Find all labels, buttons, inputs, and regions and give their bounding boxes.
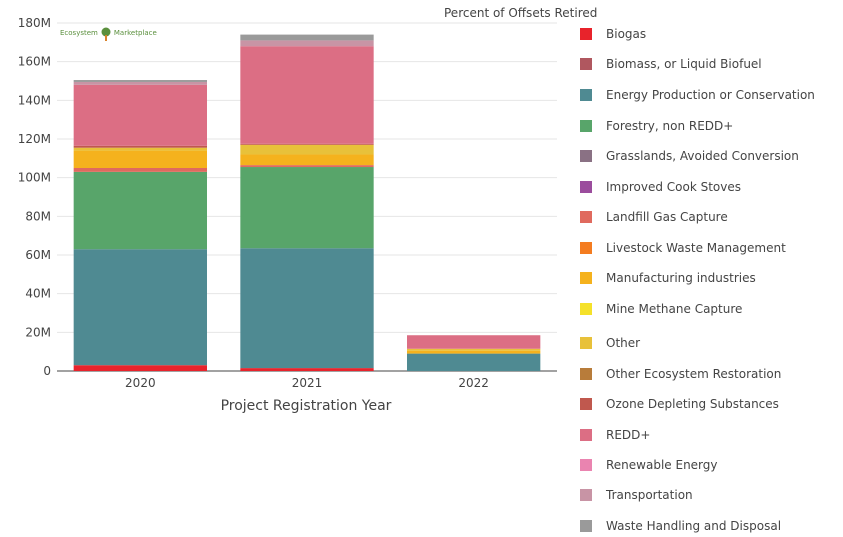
legend-label: Other — [606, 336, 641, 350]
legend-label: Forestry, non REDD+ — [606, 119, 734, 133]
legend-label: Biogas — [606, 27, 647, 41]
legend-item[interactable]: Other — [580, 333, 640, 353]
legend-label: Energy Production or Conservation — [606, 88, 815, 102]
bar-segment — [73, 171, 208, 250]
legend-label: Waste Handling and Disposal — [606, 519, 782, 533]
logo: Ecosystem Marketplace — [60, 22, 157, 44]
legend-label: Biomass, or Liquid Biofuel — [606, 57, 762, 71]
bar-segment — [73, 249, 208, 366]
y-tick-label: 20M — [25, 325, 51, 339]
legend-title: Percent of Offsets Retired — [444, 6, 598, 20]
legend-swatch — [580, 28, 592, 40]
x-tick-label: 2021 — [292, 376, 323, 390]
x-axis: 2020 2021 2022 — [125, 376, 489, 390]
bar-segment — [240, 34, 374, 41]
legend-swatch — [580, 520, 592, 532]
legend-item[interactable]: Other Ecosystem Restoration — [580, 364, 781, 384]
legend-label: Renewable Energy — [606, 458, 718, 472]
legend-swatch — [580, 459, 592, 471]
legend-label: Livestock Waste Management — [606, 241, 786, 255]
legend-item[interactable]: Ozone Depleting Substances — [580, 394, 779, 414]
bar-segment — [73, 145, 208, 148]
legend-swatch — [580, 89, 592, 101]
legend-item[interactable]: Transportation — [580, 485, 693, 505]
legend-item[interactable]: Grasslands, Avoided Conversion — [580, 146, 799, 166]
logo-text-right: Marketplace — [113, 29, 157, 37]
legend-item[interactable]: REDD+ — [580, 425, 650, 445]
bar-segment — [407, 348, 541, 351]
legend-swatch — [580, 58, 592, 70]
legend-label: Manufacturing industries — [606, 271, 756, 285]
legend-swatch — [580, 429, 592, 441]
legend-item[interactable]: Energy Production or Conservation — [580, 85, 815, 105]
y-tick-label: 40M — [25, 287, 51, 301]
y-tick-label: 0 — [43, 364, 51, 378]
legend-label: Grasslands, Avoided Conversion — [606, 149, 799, 163]
legend-item[interactable]: Improved Cook Stoves — [580, 177, 741, 197]
legend-swatch — [580, 303, 592, 315]
bar-segment — [240, 40, 374, 47]
legend-label: Other Ecosystem Restoration — [606, 367, 782, 381]
y-tick-label: 100M — [18, 171, 51, 185]
bar-segment — [407, 350, 541, 354]
legend-swatch — [580, 120, 592, 132]
legend-item[interactable]: Manufacturing industries — [580, 268, 756, 288]
legend-label: Ozone Depleting Substances — [606, 397, 779, 411]
bar-segment — [73, 147, 208, 151]
legend-item[interactable]: Landfill Gas Capture — [580, 207, 728, 227]
legend-swatch — [580, 242, 592, 254]
bar-segment — [73, 80, 208, 82]
bar-segment — [240, 144, 374, 155]
tree-icon — [101, 26, 111, 41]
legend-item[interactable]: Forestry, non REDD+ — [580, 116, 733, 136]
legend-label: Improved Cook Stoves — [606, 180, 741, 194]
bar-segment — [73, 365, 208, 371]
legend-item[interactable]: Livestock Waste Management — [580, 238, 786, 258]
legend-swatch — [580, 489, 592, 501]
y-axis: 0 20M 40M 60M 80M 100M 120M 140M 160M 180M — [18, 16, 51, 378]
bar-segment — [73, 150, 208, 168]
legend-swatch — [580, 398, 592, 410]
legend-item[interactable]: Renewable Energy — [580, 455, 718, 475]
legend-swatch — [580, 211, 592, 223]
bar-segment — [240, 46, 374, 144]
legend-item[interactable]: Biogas — [580, 24, 646, 44]
y-tick-label: 120M — [18, 132, 51, 146]
legend-swatch — [580, 368, 592, 380]
y-tick-label: 180M — [18, 16, 51, 30]
legend-swatch — [580, 272, 592, 284]
legend-label: Mine Methane Capture — [606, 302, 743, 316]
bar-segment — [73, 84, 208, 146]
legend-swatch — [580, 181, 592, 193]
bar-segment — [407, 335, 541, 349]
legend-label: Transportation — [606, 488, 693, 502]
legend-swatch — [580, 150, 592, 162]
logo-text-left: Ecosystem — [60, 29, 98, 37]
bar-segment — [240, 154, 374, 166]
y-tick-label: 140M — [18, 93, 51, 107]
bar-segment — [240, 248, 374, 369]
y-tick-label: 80M — [25, 209, 51, 223]
bar-segment — [240, 165, 374, 168]
bar-segment — [240, 143, 374, 145]
bar-segment — [240, 167, 374, 249]
bar-segment — [73, 81, 208, 85]
bar-segment — [240, 368, 374, 371]
x-tick-label: 2022 — [458, 376, 489, 390]
bar-segment — [73, 168, 208, 172]
legend-item[interactable]: Mine Methane Capture — [580, 299, 742, 319]
legend-label: Landfill Gas Capture — [606, 210, 728, 224]
legend-label: REDD+ — [606, 428, 651, 442]
bars — [73, 34, 541, 371]
x-axis-title: Project Registration Year — [221, 398, 392, 414]
x-tick-label: 2020 — [125, 376, 156, 390]
y-tick-label: 160M — [18, 55, 51, 69]
bar-segment — [407, 353, 541, 371]
legend-item[interactable]: Biomass, or Liquid Biofuel — [580, 54, 762, 74]
legend-swatch — [580, 337, 592, 349]
y-tick-label: 60M — [25, 248, 51, 262]
legend-item[interactable]: Waste Handling and Disposal — [580, 516, 781, 536]
